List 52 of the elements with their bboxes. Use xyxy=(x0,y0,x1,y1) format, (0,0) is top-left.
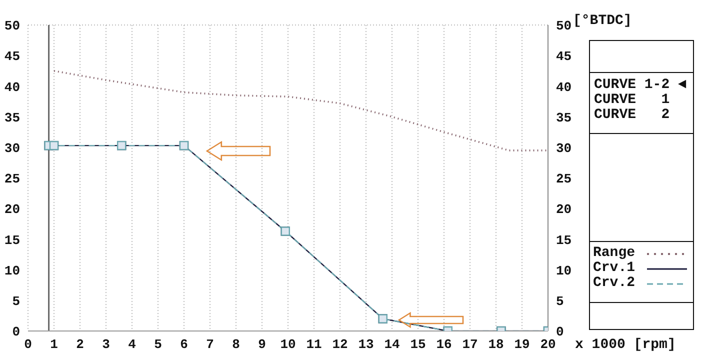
y-tick-label: 40 xyxy=(4,80,20,95)
legend-label: Crv.2 xyxy=(593,275,636,291)
y2-tick-label: 40 xyxy=(556,80,572,95)
x-axis-title: x 1000 [rpm] xyxy=(575,337,676,353)
y-tick-label: 30 xyxy=(4,141,20,156)
text: CURVE 1-2 ◄ xyxy=(594,77,688,93)
text: CURVE 1 xyxy=(594,92,671,108)
y-tick-label: 15 xyxy=(4,232,20,248)
x-tick-label: 10 xyxy=(280,337,296,352)
y2-tick-label: 30 xyxy=(556,141,572,156)
x-tick-label: 2 xyxy=(76,337,84,352)
y-tick-label: 5 xyxy=(12,294,20,310)
y-tick-label: 20 xyxy=(4,202,20,218)
x-tick-label: 13 xyxy=(358,337,374,352)
y-tick-label: 50 xyxy=(4,18,20,34)
y-tick-label: 0 xyxy=(12,324,20,340)
x-tick-label: 12 xyxy=(332,337,348,352)
x-tick-label: 1 xyxy=(50,337,58,352)
x-tick-label: 15 xyxy=(410,337,426,352)
legend-label: Range xyxy=(593,245,636,261)
x-tick-label: 8 xyxy=(232,337,240,352)
x-tick-label: 9 xyxy=(258,337,266,352)
y-tick-label: 10 xyxy=(4,263,20,278)
y2-tick-label: 5 xyxy=(556,294,564,310)
y2-tick-label: 45 xyxy=(556,49,572,64)
x-tick-label: 17 xyxy=(462,337,478,352)
y-tick-label: 35 xyxy=(4,110,20,126)
x-tick-label: 7 xyxy=(206,337,214,352)
legend-label: Crv.1 xyxy=(593,260,636,276)
x-tick-label: 19 xyxy=(514,337,530,352)
x-tick-label: 3 xyxy=(102,337,110,352)
x-tick-label: 20 xyxy=(540,337,556,352)
x-tick-label: 16 xyxy=(436,337,452,352)
y2-tick-label: 0 xyxy=(556,324,564,340)
y-tick-label: 45 xyxy=(4,49,20,64)
y2-tick-label: 20 xyxy=(556,202,572,218)
text: CURVE 2 xyxy=(594,107,671,123)
x-tick-label: 4 xyxy=(128,337,136,352)
y-tick-label: 25 xyxy=(4,172,20,187)
y2-tick-label: 50 xyxy=(556,18,572,34)
y2-axis-title: [°BTDC] xyxy=(573,13,632,29)
x-tick-label: 0 xyxy=(24,337,32,352)
y2-tick-label: 35 xyxy=(556,110,572,126)
x-tick-label: 5 xyxy=(154,337,162,352)
x-tick-label: 14 xyxy=(384,337,400,352)
x-tick-label: 18 xyxy=(488,337,504,352)
x-tick-label: 6 xyxy=(180,337,188,352)
y2-tick-label: 25 xyxy=(556,172,572,187)
line-series xyxy=(53,70,548,152)
y2-tick-label: 15 xyxy=(556,232,572,248)
x-tick-label: 11 xyxy=(306,337,322,352)
y2-tick-label: 10 xyxy=(556,263,572,278)
